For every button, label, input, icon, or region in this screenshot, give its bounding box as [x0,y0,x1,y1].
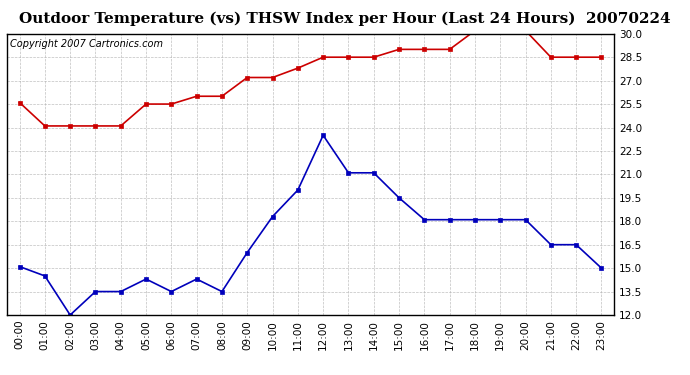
Text: Copyright 2007 Cartronics.com: Copyright 2007 Cartronics.com [10,39,163,50]
Text: Outdoor Temperature (vs) THSW Index per Hour (Last 24 Hours)  20070224: Outdoor Temperature (vs) THSW Index per … [19,11,671,26]
